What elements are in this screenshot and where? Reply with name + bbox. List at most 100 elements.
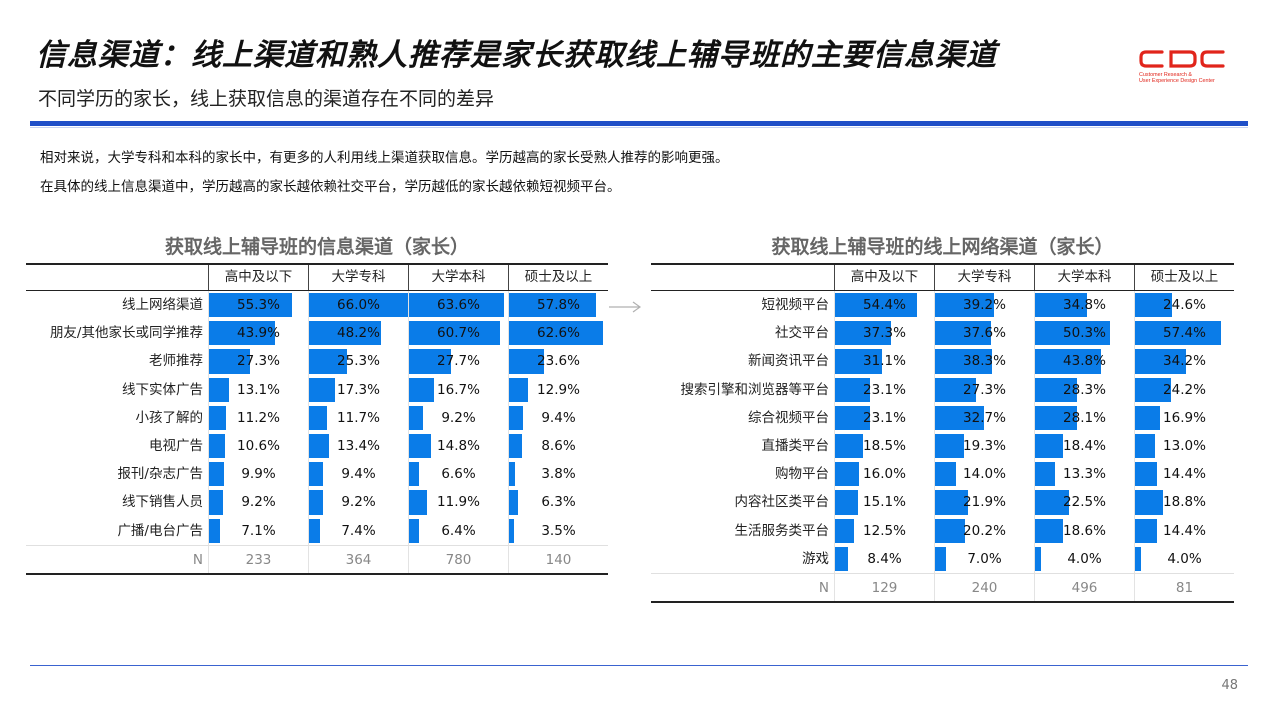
column-header: 高中及以下 xyxy=(834,265,934,290)
value-bar xyxy=(835,433,863,459)
data-cell: 10.6% xyxy=(208,431,308,461)
column-header: 大学专科 xyxy=(934,265,1034,290)
value-label: 12.5% xyxy=(863,522,906,539)
data-cell: 12.5% xyxy=(834,516,934,545)
value-label: 13.4% xyxy=(337,437,380,454)
row-label: 短视频平台 xyxy=(761,297,830,313)
column-header: 大学本科 xyxy=(1034,265,1134,290)
footer-divider xyxy=(30,665,1248,666)
value-bar xyxy=(1035,293,1088,318)
value-label: 38.3% xyxy=(963,353,1006,370)
table-header-row: 高中及以下 大学专科 大学本科 硕士及以上 xyxy=(26,265,608,291)
value-bar xyxy=(1135,321,1222,346)
value-bar xyxy=(509,405,524,430)
value-bar xyxy=(509,433,522,459)
value-bar xyxy=(935,433,964,459)
value-label: 23.1% xyxy=(863,381,906,398)
data-cell: 62.6% xyxy=(508,319,608,348)
data-cell: 4.0% xyxy=(1034,544,1134,573)
data-cell: 3.5% xyxy=(508,516,608,545)
value-label: 6.3% xyxy=(541,494,576,511)
table-row: 生活服务类平台 12.5% 20.2% 18.6% 14.4% xyxy=(651,516,1234,545)
data-cell: 6.4% xyxy=(408,516,508,545)
data-cell: 27.7% xyxy=(408,347,508,376)
data-cell: 43.9% xyxy=(208,319,308,348)
data-cell: 8.4% xyxy=(834,544,934,573)
data-cell: 240 xyxy=(934,573,1034,602)
data-cell: 28.3% xyxy=(1034,375,1134,404)
data-cell: 39.2% xyxy=(934,291,1034,320)
data-cell: 364 xyxy=(308,545,408,573)
value-bar xyxy=(1135,462,1157,487)
right-table: 高中及以下 大学专科 大学本科 硕士及以上 短视频平台 54.4% 39.2% 34.8% 24… xyxy=(651,263,1234,604)
value-label: 20.2% xyxy=(963,522,1006,539)
sample-size: 240 xyxy=(971,579,998,596)
sample-size: 233 xyxy=(245,551,272,568)
value-label: 25.3% xyxy=(337,353,380,370)
value-label: 18.8% xyxy=(1163,494,1206,511)
column-header: 硕士及以上 xyxy=(1134,265,1234,290)
table-row: 购物平台 16.0% 14.0% 13.3% 14.4% xyxy=(651,460,1234,489)
data-cell: 14.4% xyxy=(1134,460,1234,489)
value-label: 11.2% xyxy=(237,409,280,426)
value-label: 11.7% xyxy=(337,409,380,426)
data-cell: 9.4% xyxy=(308,460,408,489)
value-bar xyxy=(1135,490,1164,515)
data-cell: 16.0% xyxy=(834,460,934,489)
table-row: 内容社区类平台 15.1% 21.9% 22.5% 18.8% xyxy=(651,488,1234,517)
value-bar xyxy=(209,490,223,515)
sample-size: 780 xyxy=(445,551,472,568)
value-bar xyxy=(309,321,382,346)
table-row: 朋友/其他家长或同学推荐 43.9% 48.2% 60.7% 62.6% xyxy=(26,319,608,348)
header-divider-thin xyxy=(30,127,1248,128)
value-bar xyxy=(409,433,432,459)
sample-size: 129 xyxy=(871,579,898,596)
data-cell: 11.9% xyxy=(408,488,508,517)
value-bar xyxy=(1035,518,1063,543)
data-cell: 55.3% xyxy=(208,291,308,320)
value-label: 14.4% xyxy=(1163,522,1206,539)
value-label: 63.6% xyxy=(437,297,480,313)
sample-size: 81 xyxy=(1175,579,1194,596)
data-cell: 9.2% xyxy=(308,488,408,517)
header-divider xyxy=(30,121,1248,126)
row-label: 广播/电台广告 xyxy=(117,522,203,539)
value-label: 8.6% xyxy=(541,437,576,454)
value-bar xyxy=(835,321,891,346)
value-bar xyxy=(409,321,501,346)
table-row: 报刊/杂志广告 9.9% 9.4% 6.6% 3.8% xyxy=(26,460,608,489)
value-label: 37.6% xyxy=(963,325,1006,342)
value-bar xyxy=(1035,349,1101,374)
table-n-row: N 233 364 780 140 xyxy=(26,544,608,573)
value-bar xyxy=(835,405,870,430)
data-cell: 50.3% xyxy=(1034,319,1134,348)
row-label: 直播类平台 xyxy=(761,437,830,454)
value-bar xyxy=(1135,293,1172,318)
value-label: 11.9% xyxy=(437,494,480,511)
value-label: 54.4% xyxy=(863,297,906,313)
data-cell: 27.3% xyxy=(208,347,308,376)
data-cell: 43.8% xyxy=(1034,347,1134,376)
value-label: 10.6% xyxy=(237,437,280,454)
value-label: 7.1% xyxy=(241,522,276,539)
data-cell: 18.5% xyxy=(834,431,934,461)
value-label: 39.2% xyxy=(963,297,1006,313)
data-cell: 28.1% xyxy=(1034,403,1134,432)
data-cell: 3.8% xyxy=(508,460,608,489)
value-label: 32.7% xyxy=(963,409,1006,426)
description-line-2: 在具体的线上信息渠道中，学历越高的家长越依赖社交平台，学历越低的家长越依赖短视频… xyxy=(40,179,621,195)
data-cell: 13.4% xyxy=(308,431,408,461)
column-header: 硕士及以上 xyxy=(508,265,608,290)
row-label: 综合视频平台 xyxy=(748,409,829,426)
row-label: 社交平台 xyxy=(775,325,829,342)
data-cell: 6.6% xyxy=(408,460,508,489)
row-label: 搜索引擎和浏览器等平台 xyxy=(680,381,830,398)
value-bar xyxy=(509,518,515,543)
data-cell: 57.4% xyxy=(1134,319,1234,348)
value-bar xyxy=(509,462,515,487)
value-label: 18.6% xyxy=(1063,522,1106,539)
value-bar xyxy=(935,405,985,430)
value-bar xyxy=(209,321,275,346)
data-cell: 9.9% xyxy=(208,460,308,489)
value-label: 9.9% xyxy=(241,466,276,483)
